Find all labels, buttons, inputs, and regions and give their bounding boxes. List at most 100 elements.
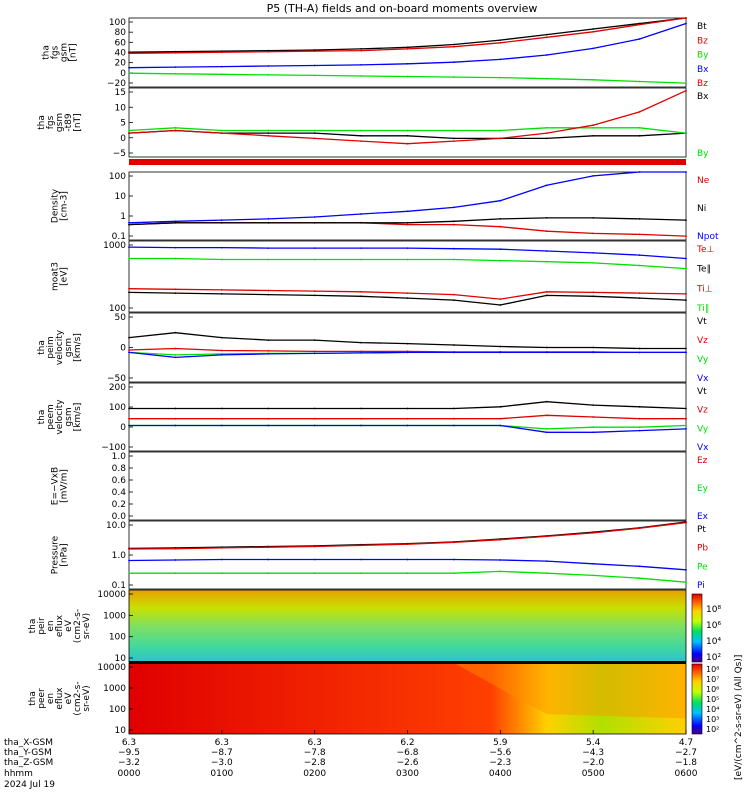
data-point bbox=[453, 299, 455, 301]
data-point bbox=[220, 246, 223, 249]
data-point bbox=[685, 428, 687, 430]
legend-entry: Pb bbox=[697, 544, 708, 554]
data-point bbox=[313, 137, 316, 140]
data-point bbox=[453, 541, 455, 544]
x-row-label: 2024 Jul 19 bbox=[4, 780, 55, 790]
data-point bbox=[128, 351, 130, 354]
data-point bbox=[267, 293, 270, 296]
data-point bbox=[592, 175, 595, 177]
panel-ylabel-peir_spec: en bbox=[46, 620, 56, 631]
y-tick-label: 0 bbox=[120, 134, 126, 144]
data-point bbox=[685, 219, 687, 222]
x-tick-label: −4.3 bbox=[582, 748, 604, 758]
data-point bbox=[267, 258, 270, 261]
data-point bbox=[360, 424, 362, 427]
data-point bbox=[638, 527, 641, 530]
data-point bbox=[267, 134, 270, 137]
y-tick-label: 10000 bbox=[97, 663, 126, 673]
x-tick-label: −6.8 bbox=[397, 748, 419, 758]
data-point bbox=[360, 134, 362, 137]
data-point bbox=[499, 41, 502, 44]
data-point bbox=[267, 218, 270, 220]
data-point bbox=[360, 341, 362, 344]
panel-ylabel-efield: [mV/m] bbox=[60, 469, 70, 503]
data-point bbox=[220, 132, 223, 135]
data-point bbox=[406, 342, 409, 345]
series-line-fgs_dtrend bbox=[128, 129, 687, 140]
data-point bbox=[592, 431, 595, 434]
data-point bbox=[360, 247, 362, 250]
data-point bbox=[406, 572, 409, 575]
data-point bbox=[128, 129, 130, 132]
data-point bbox=[313, 545, 316, 548]
series-line-fgs bbox=[128, 72, 687, 84]
legend-entry: Vy bbox=[697, 424, 709, 434]
legend-entry: Bt bbox=[697, 22, 707, 32]
data-point bbox=[545, 126, 548, 129]
data-point bbox=[453, 206, 455, 209]
data-point bbox=[313, 50, 316, 52]
data-point bbox=[406, 129, 409, 132]
data-point bbox=[453, 223, 455, 226]
data-point bbox=[592, 404, 595, 406]
colorbar-tick: 10⁴ bbox=[706, 637, 721, 647]
data-point bbox=[499, 137, 502, 140]
data-point bbox=[220, 424, 223, 427]
data-point bbox=[220, 289, 223, 291]
series-line-peim_vel bbox=[128, 332, 686, 350]
panel-ylabel-peir_spec: (cm2-s- bbox=[73, 609, 83, 643]
y-tick-label: 1 bbox=[120, 212, 126, 222]
panel-frame bbox=[128, 451, 687, 521]
x-tick-label: 6.3 bbox=[215, 738, 229, 748]
panel-ylabel-peer_spec: (cm2-s- bbox=[73, 681, 83, 715]
x-row-label: hhmm bbox=[4, 769, 33, 779]
panel-ylabel-density: [cm-3] bbox=[60, 191, 70, 221]
data-point bbox=[592, 47, 595, 50]
y-tick-label: 100 bbox=[109, 18, 126, 28]
data-point bbox=[685, 581, 687, 584]
legend-entry: Bz bbox=[697, 36, 708, 46]
data-point bbox=[638, 297, 641, 299]
data-point bbox=[267, 65, 270, 67]
data-point bbox=[406, 221, 409, 224]
panel-frame bbox=[128, 589, 687, 663]
data-point bbox=[406, 62, 409, 65]
y-tick-label: −20 bbox=[107, 79, 126, 89]
panel-ylabel-fgs: tha bbox=[42, 45, 52, 60]
data-point bbox=[638, 577, 641, 580]
data-point bbox=[638, 233, 641, 236]
panel-ylabel-peem_vel: [km/s] bbox=[73, 403, 83, 432]
data-point bbox=[545, 400, 548, 403]
panel-ylabel-density: Density bbox=[51, 188, 61, 223]
colorbar-tick: 10⁸ bbox=[706, 665, 719, 674]
y-tick-label: −100 bbox=[101, 443, 126, 453]
y-tick-label: 100 bbox=[109, 172, 126, 182]
data-point bbox=[128, 66, 130, 69]
panel-frame bbox=[128, 240, 687, 313]
data-point bbox=[685, 407, 687, 410]
data-point bbox=[313, 64, 316, 67]
data-point bbox=[685, 257, 687, 260]
data-point bbox=[685, 417, 687, 420]
data-point bbox=[685, 424, 687, 427]
panel-ylabel-peir_spec: peir bbox=[37, 617, 47, 635]
data-point bbox=[685, 132, 687, 135]
colorbar-lower bbox=[691, 663, 703, 735]
data-point bbox=[220, 572, 223, 575]
data-point bbox=[174, 356, 177, 359]
legend-entry: Npot bbox=[697, 232, 719, 242]
x-tick-label: 0500 bbox=[582, 769, 605, 779]
data-point bbox=[406, 417, 409, 420]
colorbar-tick: 10⁵ bbox=[706, 695, 719, 704]
x-tick-label: 6.3 bbox=[308, 738, 322, 748]
data-point bbox=[267, 247, 270, 250]
data-point bbox=[453, 293, 455, 296]
y-tick-label: 10 bbox=[115, 654, 127, 664]
data-point bbox=[545, 250, 548, 252]
x-tick-label: 4.7 bbox=[679, 738, 693, 748]
y-tick-label: 1000 bbox=[103, 241, 126, 251]
data-point bbox=[638, 23, 641, 26]
data-point bbox=[685, 568, 687, 571]
colorbar-tick: 10² bbox=[706, 653, 721, 663]
